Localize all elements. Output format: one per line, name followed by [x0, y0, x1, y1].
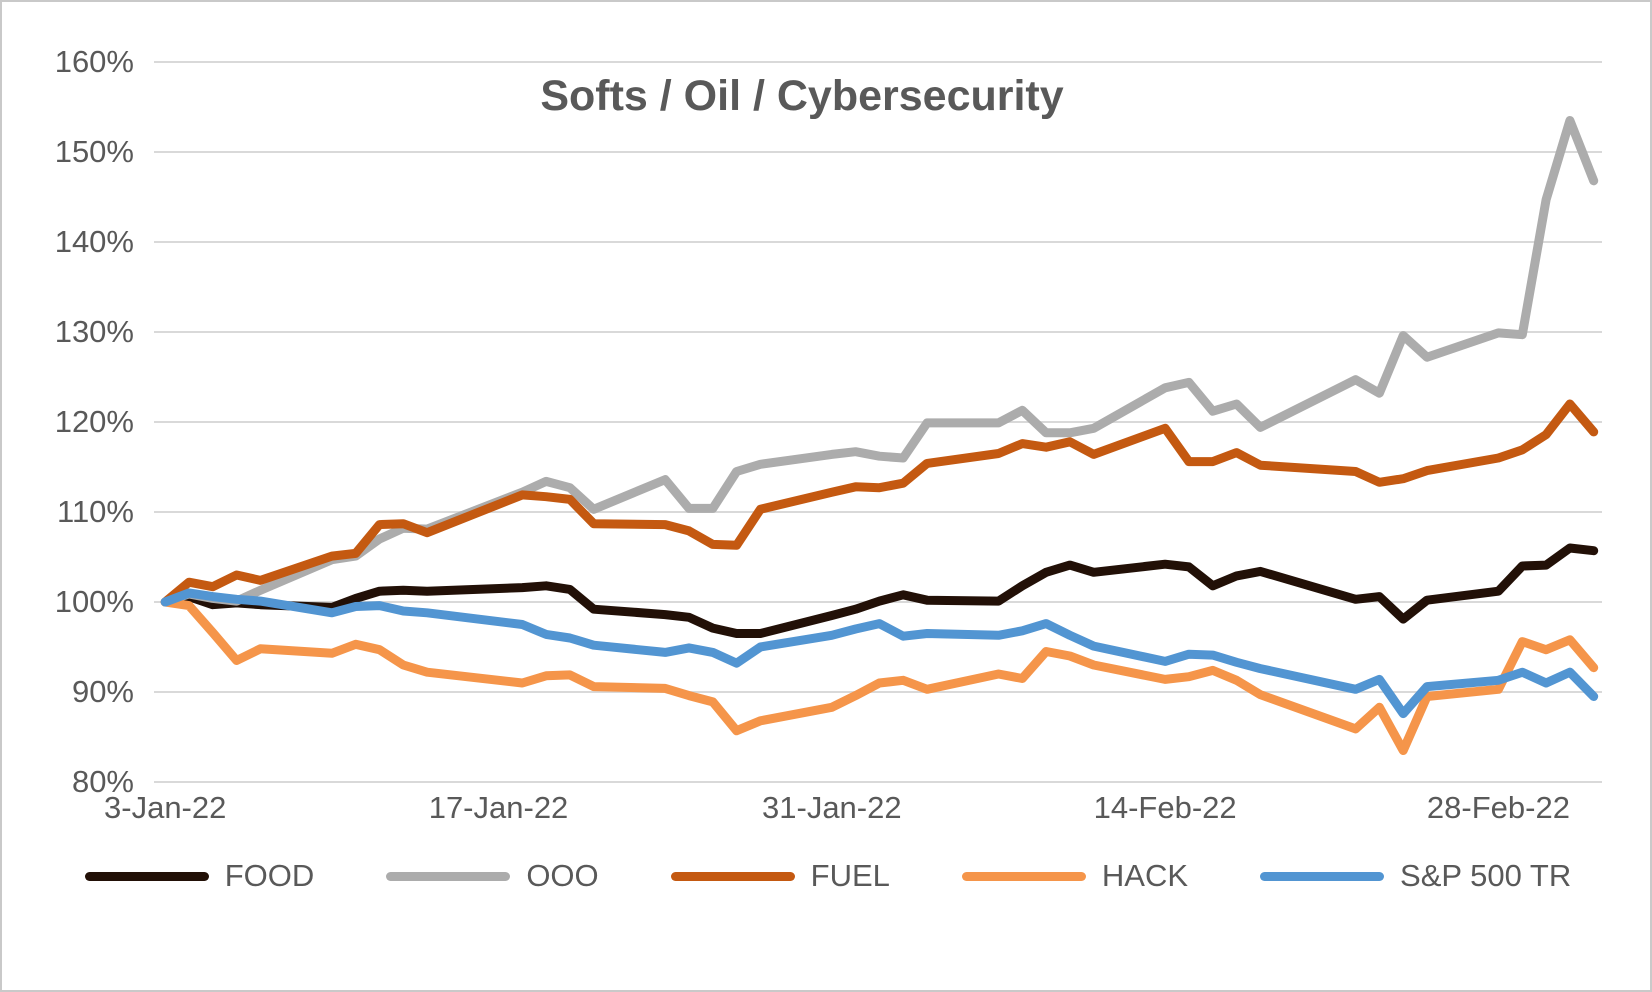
y-tick-label-140: 140% — [54, 224, 134, 259]
y-tick-label-160: 160% — [54, 44, 134, 79]
series-line-hack — [160, 597, 1599, 755]
series-line-fuel — [160, 399, 1599, 607]
legend-item-hack: HACK — [961, 858, 1189, 894]
legend-label: FOOD — [224, 858, 315, 893]
x-tick-label-31-jan-22: 31-Jan-22 — [762, 790, 902, 825]
series-line-s-p-500-tr — [160, 588, 1599, 719]
x-tick-label-17-jan-22: 17-Jan-22 — [428, 790, 569, 825]
legend-swatch-icon — [1260, 871, 1385, 881]
x-tick-label-3-jan-22: 3-Jan-22 — [104, 790, 227, 825]
x-tick-label-28-feb-22: 28-Feb-22 — [1426, 790, 1570, 825]
gridlines — [154, 61, 1602, 783]
legend-swatch-icon — [961, 871, 1086, 881]
y-tick-label-100: 100% — [54, 584, 134, 619]
legend-item-s-p-500-tr: S&P 500 TR — [1260, 858, 1571, 894]
legend-item-ooo: OOO — [386, 858, 599, 894]
legend-label: S&P 500 TR — [1400, 858, 1572, 893]
legend-swatch-icon — [670, 871, 795, 881]
legend-swatch-icon — [386, 871, 511, 881]
x-tick-label-14-feb-22: 14-Feb-22 — [1093, 790, 1237, 825]
y-tick-label-90: 90% — [71, 674, 134, 709]
legend-item-food: FOOD — [84, 858, 315, 894]
chart-legend: FOOD OOO FUEL HACK S&P 500 TR — [2, 858, 1650, 894]
legend-swatch-icon — [84, 871, 209, 881]
series-line-ooo — [160, 116, 1599, 607]
y-tick-label-120: 120% — [54, 404, 134, 439]
y-tick-label-80: 80% — [71, 764, 134, 799]
y-tick-label-150: 150% — [54, 134, 134, 169]
legend-label: OOO — [526, 858, 599, 893]
chart-title: Softs / Oil / Cybersecurity — [540, 72, 1064, 120]
legend-label: HACK — [1101, 858, 1189, 893]
legend-item-fuel: FUEL — [670, 858, 890, 894]
series-line-food — [160, 543, 1599, 638]
legend-label: FUEL — [810, 858, 890, 893]
y-tick-label-110: 110% — [57, 494, 134, 529]
y-tick-label-130: 130% — [54, 314, 134, 349]
